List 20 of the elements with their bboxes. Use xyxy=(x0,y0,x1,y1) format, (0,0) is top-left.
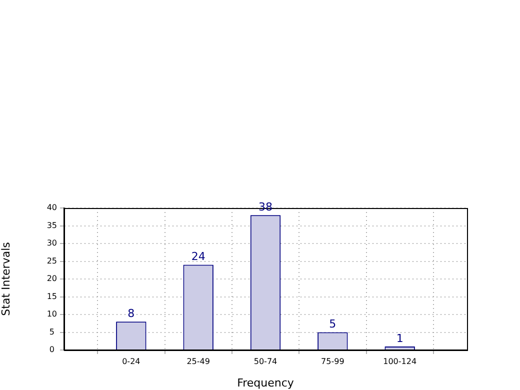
x-tick-label: 25-49 xyxy=(186,356,210,366)
data-label: 8 xyxy=(128,306,135,320)
y-tick-label: 25 xyxy=(46,256,58,266)
x-tick-label: 50-74 xyxy=(254,356,278,366)
x-tick-label: 100-124 xyxy=(383,356,417,366)
y-tick-label: 40 xyxy=(46,203,58,212)
y-tick-label: 20 xyxy=(46,274,58,284)
x-tick-label: 0-24 xyxy=(122,356,140,366)
x-axis-title: Frequency xyxy=(237,376,294,390)
data-label: 5 xyxy=(329,318,336,331)
y-axis-title: Stat Intervals xyxy=(0,242,12,316)
data-label: 24 xyxy=(191,250,206,264)
y-tick-label: 0 xyxy=(49,345,54,354)
y-tick-label: 30 xyxy=(46,238,58,248)
y-tick-label: 35 xyxy=(46,220,58,230)
data-label: 1 xyxy=(396,332,404,345)
x-tick-label: 75-99 xyxy=(321,356,344,366)
y-tick-label: 5 xyxy=(49,327,54,336)
y-tick-label: 10 xyxy=(46,310,58,319)
y-tick-label: 15 xyxy=(46,292,58,301)
